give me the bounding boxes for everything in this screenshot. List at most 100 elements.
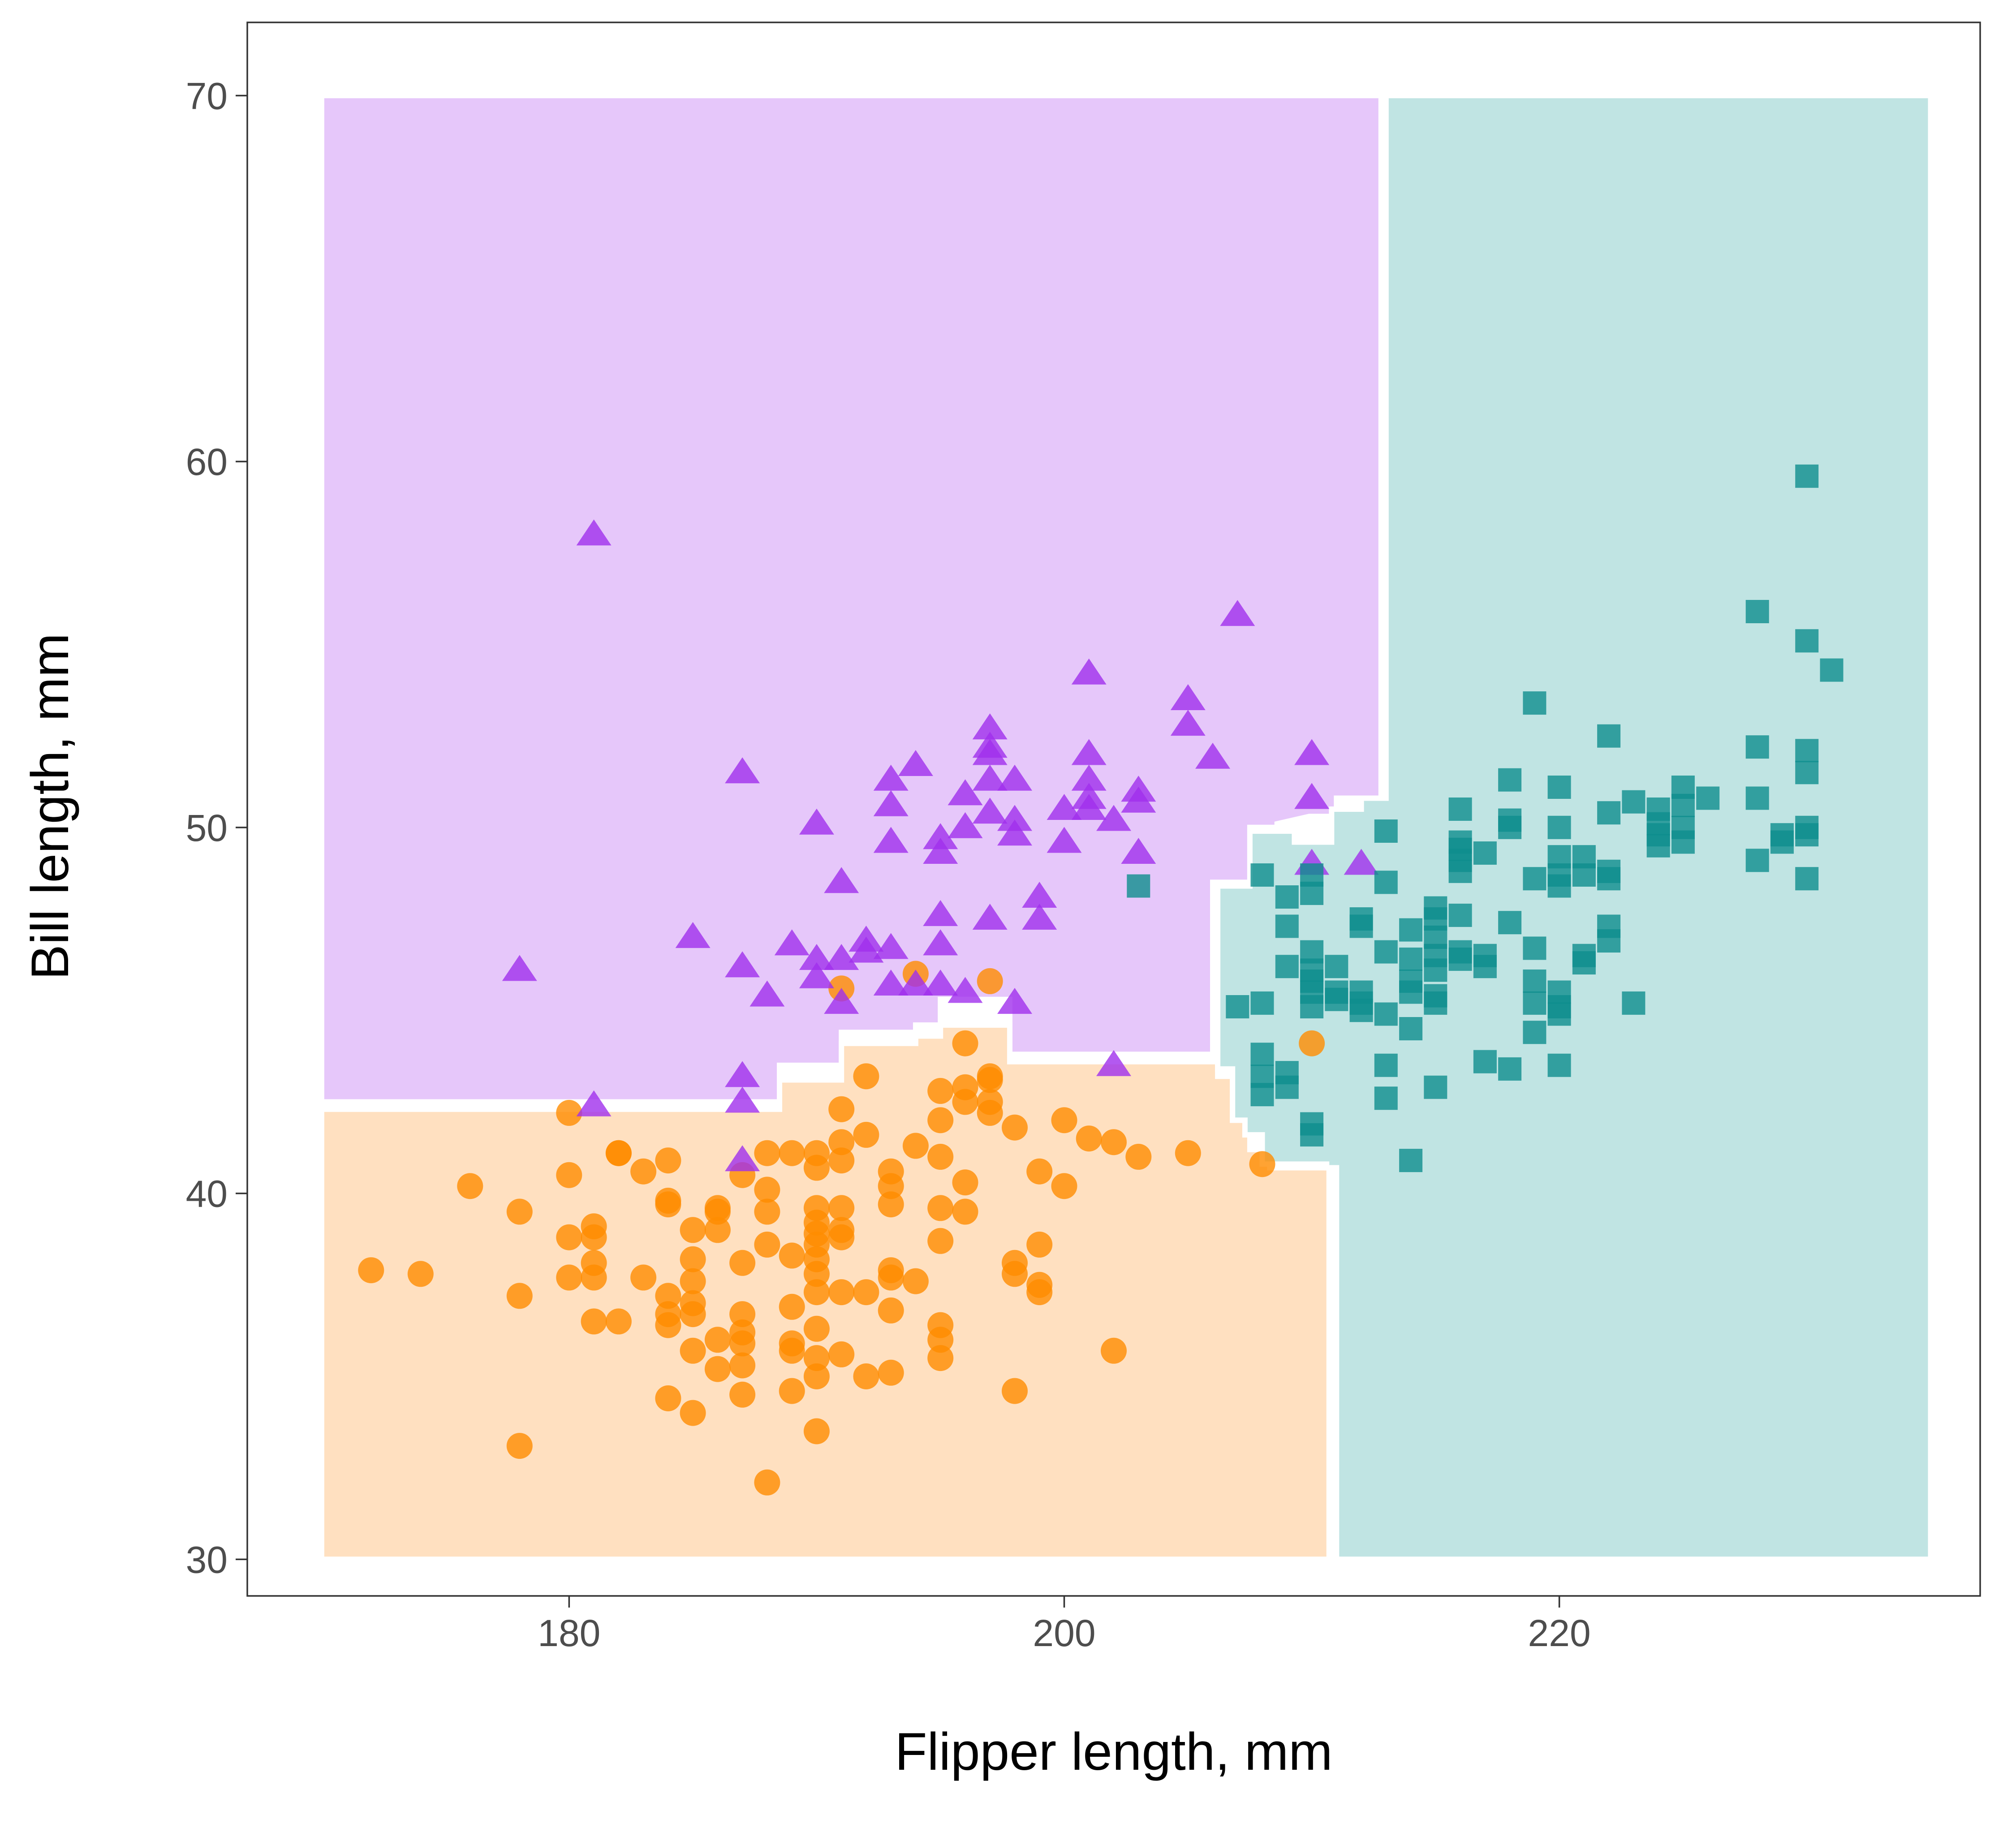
data-point-purple-triangle — [1096, 805, 1131, 831]
data-point-orange-circle — [1051, 1173, 1077, 1199]
data-point-teal-square — [1547, 874, 1571, 898]
data-point-purple-triangle — [725, 757, 760, 784]
data-point-teal-square — [1547, 1053, 1571, 1077]
data-point-orange-circle — [803, 1345, 830, 1371]
data-point-orange-circle — [1125, 1143, 1152, 1170]
data-point-purple-triangle — [873, 970, 909, 996]
data-point-orange-circle — [803, 1363, 830, 1389]
data-point-teal-square — [1399, 1149, 1423, 1173]
data-point-orange-circle — [556, 1224, 582, 1250]
data-point-teal-square — [1226, 995, 1249, 1018]
data-point-purple-triangle — [1344, 849, 1379, 875]
data-point-orange-circle — [927, 1195, 954, 1221]
data-point-orange-circle — [605, 1140, 632, 1166]
data-point-orange-circle — [828, 1147, 855, 1174]
data-point-orange-circle — [680, 1246, 706, 1272]
data-point-orange-circle — [1026, 1158, 1053, 1185]
data-point-teal-square — [1498, 911, 1522, 935]
data-point-purple-triangle — [799, 808, 834, 835]
axes: 180 200 220 30 40 50 60 70 — [186, 75, 1591, 1654]
y-tick-label: 70 — [186, 75, 228, 117]
data-point-orange-circle — [977, 1067, 1003, 1093]
data-point-orange-circle — [680, 1217, 706, 1243]
data-point-purple-triangle — [725, 1061, 760, 1087]
data-point-purple-triangle — [873, 764, 909, 791]
data-point-purple-triangle — [873, 933, 909, 959]
decision-regions — [319, 93, 1934, 1562]
data-point-purple-triangle — [1047, 827, 1082, 853]
data-point-purple-triangle — [1022, 904, 1057, 930]
data-point-purple-triangle — [923, 900, 958, 926]
data-point-orange-circle — [952, 1030, 978, 1056]
data-point-purple-triangle — [923, 823, 958, 849]
data-point-teal-square — [1795, 761, 1819, 785]
data-point-orange-circle — [754, 1140, 780, 1166]
data-point-teal-square — [1374, 1002, 1398, 1026]
data-point-teal-square — [1597, 867, 1621, 891]
data-point-orange-circle — [779, 1242, 805, 1269]
data-point-teal-square — [1448, 798, 1472, 821]
data-point-orange-circle — [655, 1147, 681, 1174]
data-point-teal-square — [1399, 980, 1423, 1004]
data-point-orange-circle — [828, 1096, 855, 1122]
data-point-orange-circle — [754, 1177, 780, 1203]
data-point-purple-triangle — [923, 929, 958, 956]
data-point-teal-square — [1498, 768, 1522, 792]
data-point-purple-triangle — [725, 1145, 760, 1172]
data-point-orange-circle — [704, 1199, 731, 1225]
data-point-teal-square — [1250, 1083, 1274, 1107]
x-tick-label: 180 — [538, 1612, 600, 1654]
data-point-purple-triangle — [1170, 684, 1206, 710]
data-point-teal-square — [1622, 790, 1646, 814]
y-tick-label: 60 — [186, 441, 228, 483]
data-point-purple-triangle — [1294, 783, 1330, 809]
data-point-orange-circle — [1101, 1337, 1127, 1364]
data-point-teal-square — [1325, 955, 1348, 979]
data-point-purple-triangle — [1071, 764, 1107, 791]
data-point-orange-circle — [1026, 1231, 1053, 1258]
data-point-orange-circle — [1051, 1107, 1077, 1134]
data-point-orange-circle — [828, 1195, 855, 1221]
data-point-purple-triangle — [972, 713, 1008, 740]
data-point-teal-square — [1820, 658, 1844, 682]
data-point-purple-triangle — [997, 819, 1032, 846]
data-point-orange-circle — [779, 1293, 805, 1320]
data-point-orange-circle — [1002, 1261, 1028, 1287]
data-point-teal-square — [1745, 849, 1769, 872]
data-point-teal-square — [1547, 815, 1571, 839]
data-point-orange-circle — [878, 1191, 904, 1218]
data-point-teal-square — [1547, 776, 1571, 799]
data-point-orange-circle — [581, 1264, 607, 1291]
y-axis-title: Bill length, mm — [21, 633, 80, 980]
data-point-orange-circle — [630, 1264, 657, 1291]
data-point-orange-circle — [952, 1089, 978, 1115]
data-point-teal-square — [1300, 881, 1324, 905]
data-point-orange-circle — [853, 1121, 879, 1148]
data-point-teal-square — [1671, 830, 1695, 854]
data-point-teal-square — [1374, 819, 1398, 843]
data-point-teal-square — [1523, 867, 1546, 891]
data-point-teal-square — [1597, 801, 1621, 825]
data-point-orange-circle — [952, 1169, 978, 1196]
data-point-purple-triangle — [1195, 742, 1230, 769]
data-point-teal-square — [1275, 1075, 1299, 1099]
data-point-orange-circle — [902, 1133, 929, 1159]
data-point-purple-triangle — [1170, 710, 1206, 736]
data-point-orange-circle — [1002, 1378, 1028, 1404]
data-point-purple-triangle — [824, 987, 859, 1014]
data-point-teal-square — [1597, 929, 1621, 953]
data-point-purple-triangle — [1220, 600, 1255, 626]
data-point-orange-circle — [927, 1345, 954, 1371]
data-point-orange-circle — [977, 968, 1003, 994]
data-point-teal-square — [1374, 940, 1398, 964]
data-point-orange-circle — [680, 1400, 706, 1426]
panel-border — [246, 22, 1981, 1597]
data-point-teal-square — [1127, 874, 1150, 898]
data-point-teal-square — [1250, 863, 1274, 887]
data-point-teal-square — [1671, 793, 1695, 817]
data-point-orange-circle — [655, 1191, 681, 1218]
data-point-purple-triangle — [1096, 1050, 1131, 1076]
data-point-orange-circle — [803, 1155, 830, 1181]
data-point-teal-square — [1523, 1021, 1546, 1044]
data-point-orange-circle — [704, 1217, 731, 1243]
